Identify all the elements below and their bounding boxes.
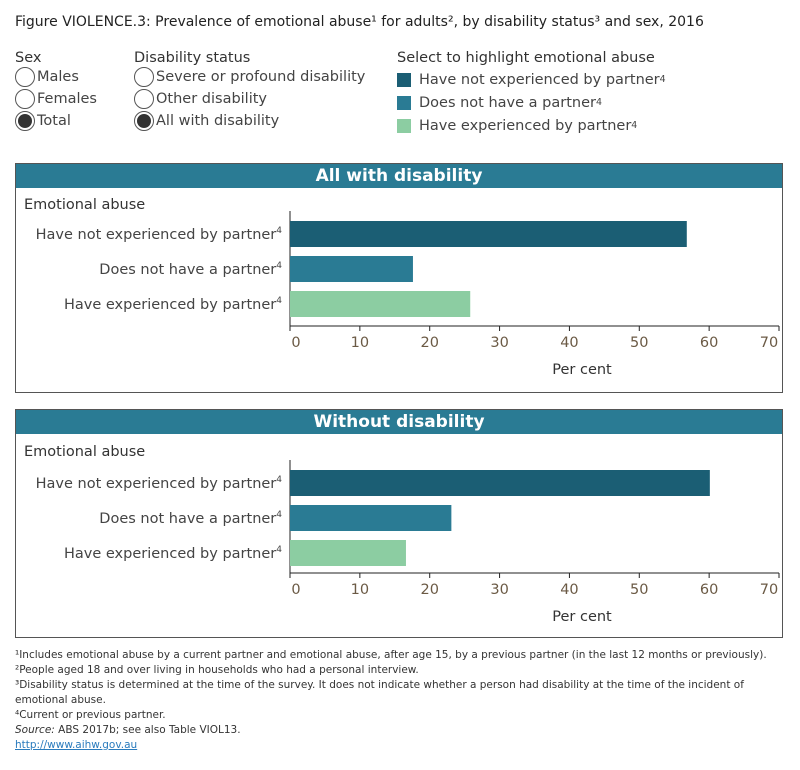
disability-filter-label: Disability status <box>134 50 251 66</box>
highlight-legend-label: Select to highlight emotional abuse <box>397 50 655 66</box>
category-text: Does not have a partner <box>99 511 276 527</box>
legend-label: Have not experienced by partner <box>419 71 660 88</box>
radio-button[interactable] <box>15 67 35 87</box>
category-sup: 4 <box>276 545 282 555</box>
legend-swatch <box>397 118 411 133</box>
category-sup: 4 <box>276 226 282 236</box>
panel-title: All with disability <box>16 164 782 188</box>
tick-label: 70 <box>760 335 778 351</box>
tick-label: 10 <box>351 582 369 598</box>
radio-option-all-with-disability[interactable]: All with disability <box>134 110 365 132</box>
sex-filter-label: Sex <box>15 50 42 66</box>
legend-label: Does not have a partner <box>419 94 596 111</box>
legend-sup: 4 <box>631 120 638 131</box>
category-label: Have not experienced by partner4 <box>36 475 283 492</box>
figure-title: Figure VIOLENCE.3: Prevalence of emotion… <box>15 14 704 30</box>
radio-label: Other disability <box>156 91 268 107</box>
radio-option-other-disability[interactable]: Other disability <box>134 88 365 110</box>
legend-sup: 4 <box>595 97 602 108</box>
value-axis-title: Per cent <box>552 362 612 378</box>
tick-label: 70 <box>760 582 778 598</box>
legend-swatch <box>397 72 411 87</box>
disability-filter: Disability status Severe or profound dis… <box>134 50 365 132</box>
tick-label: 0 <box>291 582 300 598</box>
tick-label: 60 <box>700 582 718 598</box>
radio-button[interactable] <box>134 89 154 109</box>
tick-label: 40 <box>560 582 578 598</box>
panel-without-disability: Without disability Emotional abuse Have … <box>15 409 783 638</box>
category-text: Have experienced by partner <box>64 546 276 562</box>
radio-label: Males <box>37 69 79 85</box>
category-text: Does not have a partner <box>99 262 276 278</box>
category-sup: 4 <box>276 261 282 271</box>
footnote-1: ¹Includes emotional abuse by a current p… <box>15 649 767 661</box>
category-label: Have experienced by partner4 <box>64 545 282 562</box>
tick-label: 40 <box>560 335 578 351</box>
value-axis-title: Per cent <box>552 609 612 625</box>
category-label: Have experienced by partner4 <box>64 296 282 313</box>
footnote-4: ⁴Current or previous partner. <box>15 709 166 721</box>
footnote-2: ²People aged 18 and over living in house… <box>15 664 419 676</box>
footnotes: ¹Includes emotional abuse by a current p… <box>15 648 785 753</box>
tick-label: 50 <box>630 335 648 351</box>
category-text: Have not experienced by partner <box>36 476 277 492</box>
source-text: ABS 2017b; see also Table VIOL13. <box>54 724 241 736</box>
highlight-item[interactable]: Does not have a partner 4 <box>397 91 666 114</box>
category-axis-title: Emotional abuse <box>24 197 146 213</box>
radio-button[interactable] <box>15 89 35 109</box>
legend-sup: 4 <box>659 74 666 85</box>
category-sup: 4 <box>276 510 282 520</box>
category-label: Does not have a partner4 <box>99 510 282 527</box>
source-label: Source: <box>15 724 55 736</box>
highlight-item[interactable]: Have not experienced by partner 4 <box>397 68 666 91</box>
radio-option-females[interactable]: Females <box>15 88 97 110</box>
category-sup: 4 <box>276 296 282 306</box>
tick-label: 30 <box>490 335 508 351</box>
radio-label: Severe or profound disability <box>156 69 366 85</box>
radio-button[interactable] <box>15 111 35 131</box>
tick-label: 10 <box>351 335 369 351</box>
legend-label: Have experienced by partner <box>419 117 632 134</box>
panel-all-with-disability: All with disability Emotional abuse Have… <box>15 163 783 393</box>
sex-filter: Sex Males Females Total <box>15 50 97 132</box>
category-label: Does not have a partner4 <box>99 261 282 278</box>
tick-label: 60 <box>700 335 718 351</box>
category-sup: 4 <box>276 475 282 485</box>
radio-button[interactable] <box>134 111 154 131</box>
bar[interactable] <box>290 291 471 317</box>
tick-label: 20 <box>420 335 438 351</box>
bar[interactable] <box>290 256 413 282</box>
radio-option-total[interactable]: Total <box>15 110 97 132</box>
bar[interactable] <box>290 540 406 566</box>
radio-label: Females <box>37 91 97 107</box>
radio-button[interactable] <box>134 67 154 87</box>
panel-title: Without disability <box>16 410 782 434</box>
bar[interactable] <box>290 505 452 531</box>
bar[interactable] <box>290 221 687 247</box>
bar[interactable] <box>290 470 710 496</box>
highlight-legend: Select to highlight emotional abuse Have… <box>397 50 666 137</box>
category-axis-title: Emotional abuse <box>24 444 146 460</box>
category-label: Have not experienced by partner4 <box>36 226 283 243</box>
aihw-link[interactable]: http://www.aihw.gov.au <box>15 739 138 751</box>
source-note: Source: ABS 2017b; see also Table VIOL13… <box>15 723 785 738</box>
category-text: Have not experienced by partner <box>36 227 277 243</box>
radio-option-males[interactable]: Males <box>15 66 97 88</box>
category-text: Have experienced by partner <box>64 297 276 313</box>
highlight-item[interactable]: Have experienced by partner 4 <box>397 114 666 137</box>
legend-swatch <box>397 95 411 110</box>
footnote-3: ³Disability status is determined at the … <box>15 679 744 706</box>
tick-label: 0 <box>291 335 300 351</box>
radio-option-severe-or-profound-disability[interactable]: Severe or profound disability <box>134 66 365 88</box>
tick-label: 30 <box>490 582 508 598</box>
radio-label: All with disability <box>156 113 280 129</box>
tick-label: 20 <box>420 582 438 598</box>
tick-label: 50 <box>630 582 648 598</box>
radio-label: Total <box>37 113 71 129</box>
